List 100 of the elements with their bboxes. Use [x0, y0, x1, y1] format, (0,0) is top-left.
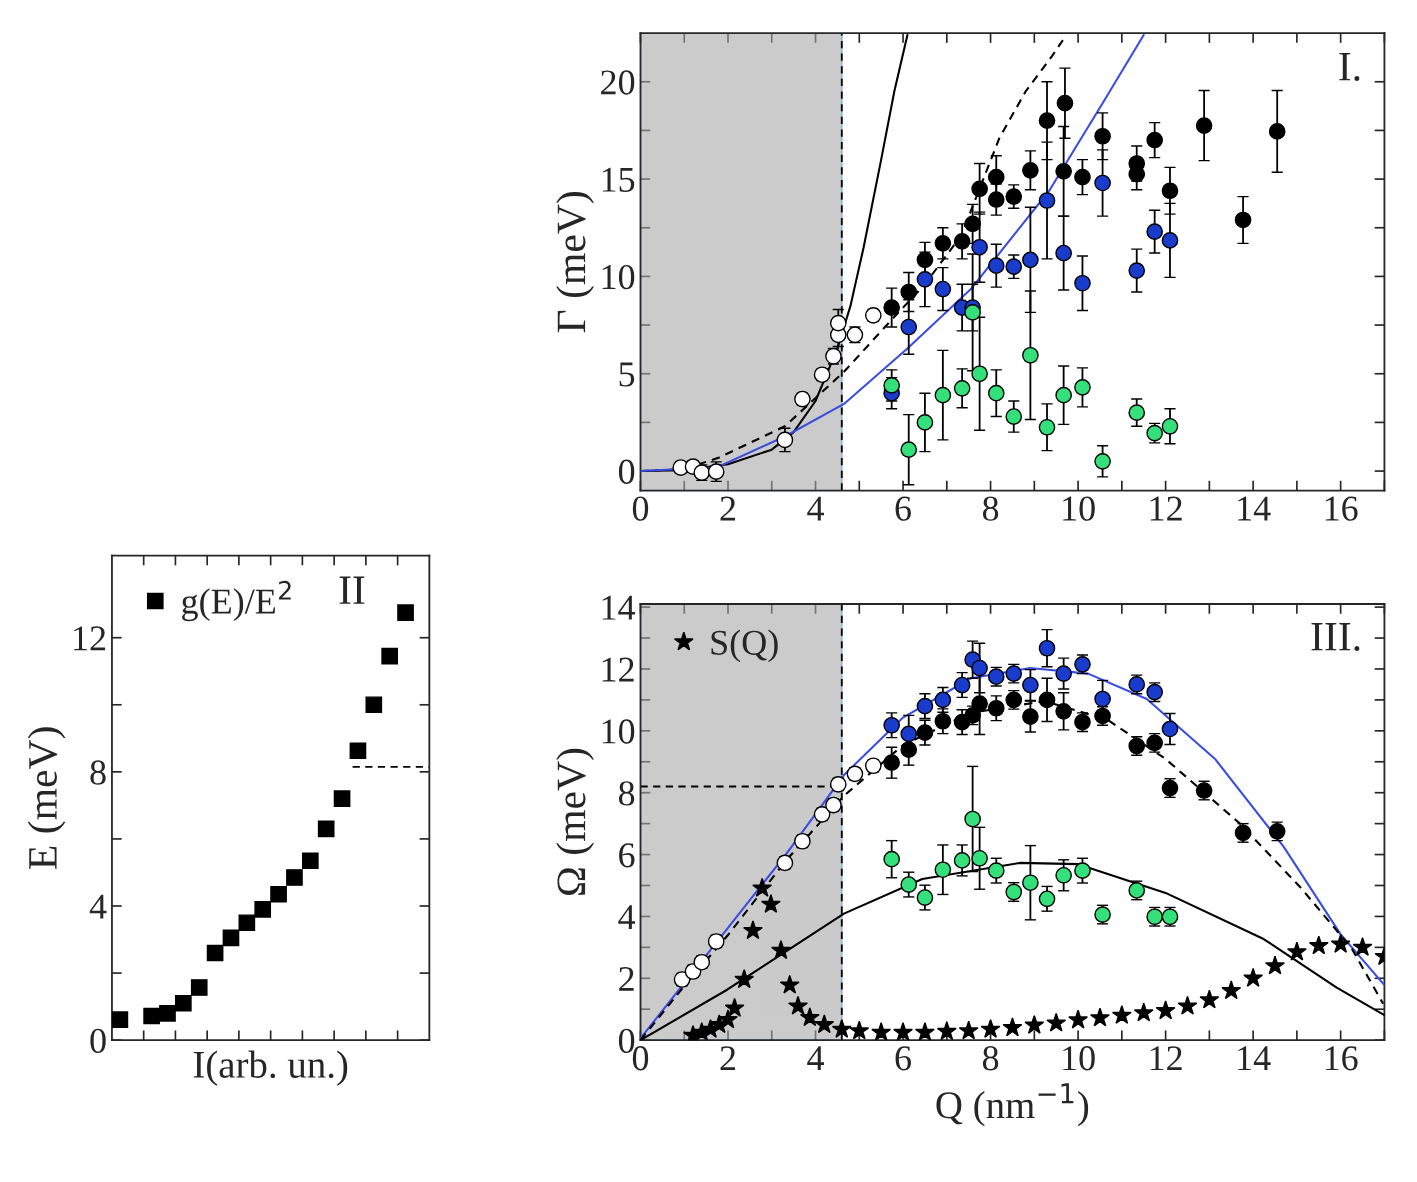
- point: [971, 180, 988, 198]
- point: [934, 234, 952, 252]
- point: [916, 889, 934, 906]
- point: [893, 1022, 913, 1041]
- point: [871, 1022, 892, 1041]
- point: [1068, 1009, 1089, 1029]
- y-tick-label: 14: [602, 595, 636, 620]
- point: [1146, 131, 1164, 149]
- point: [900, 876, 918, 893]
- point: [1268, 123, 1286, 140]
- y-tick-label: 10: [602, 719, 635, 744]
- point: [1038, 691, 1056, 709]
- point: [1094, 174, 1111, 192]
- point: [987, 191, 1005, 208]
- y-tick-label: 0: [618, 1028, 635, 1054]
- point: [1094, 127, 1111, 145]
- y-axis-title: E (meV): [27, 727, 66, 869]
- y-tick-label: 0: [90, 1028, 106, 1054]
- annotation: III.: [1311, 623, 1360, 651]
- point: [883, 850, 901, 868]
- point: [1128, 262, 1146, 279]
- point: [1161, 232, 1179, 249]
- point: [365, 696, 383, 714]
- point: [397, 604, 414, 621]
- point: [1161, 417, 1179, 435]
- point: [980, 1018, 1001, 1038]
- point: [849, 1020, 870, 1040]
- x-axis-title: Q (nm$^{−1}$): [936, 1083, 1089, 1127]
- point: [900, 441, 918, 458]
- point: [1155, 1000, 1176, 1020]
- point: [958, 1020, 979, 1040]
- point: [971, 695, 988, 712]
- x-tick-label: 16: [1325, 1046, 1358, 1071]
- y-tick-label: 0: [618, 459, 635, 484]
- point: [222, 929, 240, 947]
- point: [1055, 703, 1072, 720]
- point: [1094, 452, 1111, 470]
- point: [1002, 1017, 1023, 1037]
- y-axis-title: Ω (meV): [556, 748, 594, 895]
- point: [333, 790, 351, 808]
- point: [987, 862, 1005, 879]
- point: [914, 1022, 935, 1041]
- x-tick-label: 14: [1238, 496, 1271, 521]
- point: [1038, 890, 1056, 908]
- x-tick-label: 8: [982, 496, 999, 521]
- point: [760, 893, 781, 913]
- y-tick-label: 12: [602, 657, 634, 682]
- legend-label: S(Q): [711, 629, 778, 663]
- x-tick-label: 2: [720, 1046, 736, 1071]
- point: [916, 270, 934, 288]
- point: [1055, 244, 1072, 262]
- point: [987, 699, 1005, 717]
- point: [1005, 188, 1023, 205]
- point: [883, 299, 901, 316]
- point: [1038, 418, 1056, 436]
- point: [143, 1007, 160, 1025]
- point: [349, 742, 367, 760]
- x-tick-label: 2: [720, 496, 736, 521]
- point: [1022, 874, 1039, 892]
- point: [964, 304, 981, 321]
- point: [1022, 161, 1039, 179]
- point: [1022, 708, 1039, 725]
- point: [934, 280, 952, 298]
- point: [1022, 676, 1039, 694]
- point: [1074, 168, 1091, 186]
- point: [953, 380, 971, 397]
- point: [1161, 182, 1179, 200]
- point: [916, 251, 934, 269]
- point: [900, 283, 918, 301]
- x-tick-label: 10: [1063, 496, 1095, 521]
- point: [1055, 866, 1072, 884]
- point: [900, 741, 918, 759]
- point: [1074, 862, 1091, 879]
- point: [1265, 955, 1285, 975]
- point: [1055, 162, 1072, 180]
- point: [829, 314, 847, 332]
- point: [936, 1021, 957, 1041]
- y-tick-label: 4: [89, 894, 107, 919]
- point: [1308, 935, 1329, 955]
- y-tick-label: 5: [619, 362, 635, 387]
- point: [381, 647, 399, 665]
- y-tick-label: 20: [601, 70, 635, 95]
- point: [1111, 1004, 1132, 1024]
- point: [1022, 251, 1039, 269]
- point: [934, 386, 952, 404]
- point: [1221, 980, 1242, 1000]
- point: [971, 238, 988, 256]
- point: [238, 914, 256, 932]
- point: [1195, 117, 1213, 134]
- point: [1038, 192, 1056, 209]
- point: [883, 716, 901, 734]
- x-tick-label: 4: [807, 1046, 824, 1071]
- point: [1038, 112, 1056, 130]
- point: [916, 414, 934, 431]
- point: [776, 854, 794, 872]
- y-tick-label: 12: [74, 626, 106, 651]
- x-tick-label: 14: [1238, 1046, 1271, 1071]
- point: [159, 1004, 176, 1022]
- point: [111, 1011, 129, 1029]
- annotation: I.: [1339, 53, 1360, 81]
